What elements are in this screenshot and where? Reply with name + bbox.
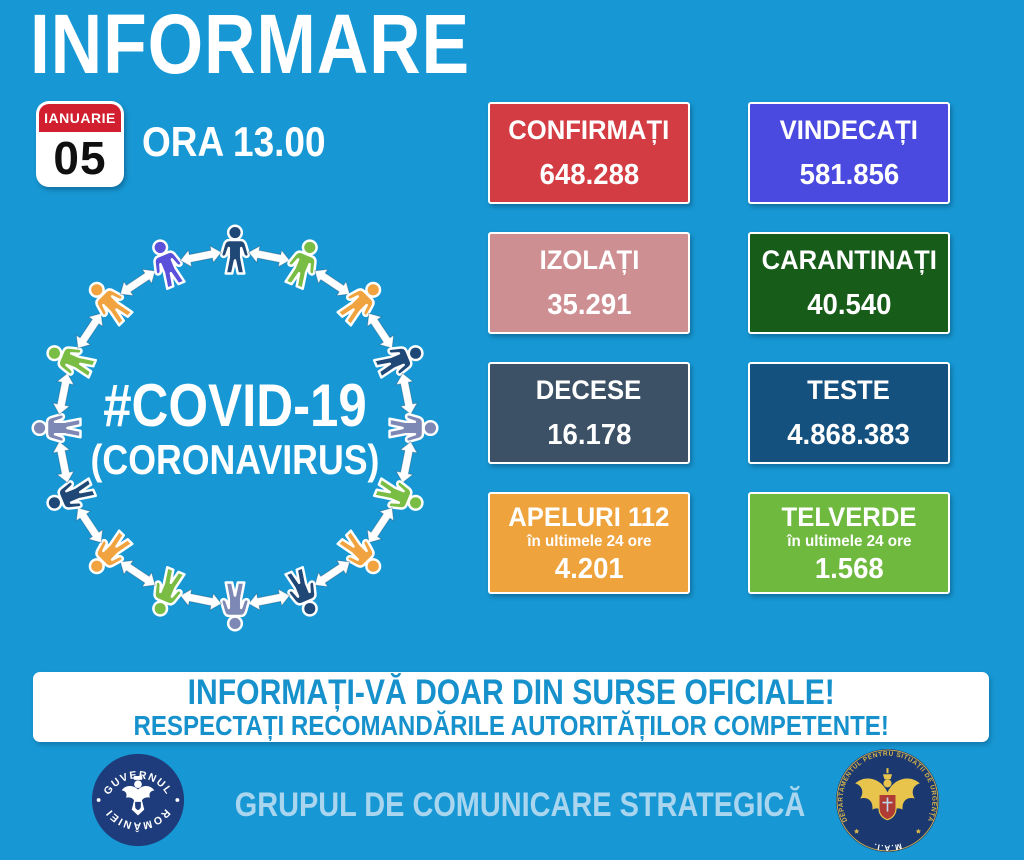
- stat-value: 35.291: [546, 289, 632, 321]
- stat-label: TESTE: [807, 375, 891, 405]
- banner-line2: RESPECTAȚI RECOMANDĂRILE AUTORITĂȚILOR C…: [133, 709, 889, 741]
- stat-value: 581.856: [799, 159, 899, 191]
- stat-value: 16.178: [546, 419, 632, 451]
- stats-grid: CONFIRMAȚI 648.288 VINDECAȚI 581.856 IZO…: [488, 102, 950, 594]
- person-icon: [31, 413, 82, 443]
- person-icon: [88, 529, 134, 575]
- stat-sublabel: în ultimele 24 ore: [526, 532, 652, 550]
- stat-value: 4.201: [554, 552, 624, 585]
- banner-line1: INFORMAȚI-VĂ DOAR DIN SURSE OFICIALE!: [187, 672, 835, 712]
- time-label: ORA 13.00: [142, 118, 326, 165]
- stat-label: CONFIRMAȚI: [508, 115, 670, 145]
- double-arrow-icon: [247, 244, 291, 268]
- person-icon: [372, 345, 424, 379]
- calendar-month: IANUARIE: [39, 104, 121, 132]
- romania-coat-of-arms-icon: [121, 776, 155, 816]
- stat-card-izolati: IZOLAȚI 35.291: [488, 232, 690, 334]
- stat-label: CARANTINAȚI: [761, 245, 937, 275]
- calendar-badge: IANUARIE 05: [36, 101, 124, 187]
- person-icon: [46, 345, 98, 379]
- official-sources-banner: INFORMAȚI-VĂ DOAR DIN SURSE OFICIALE! RE…: [33, 672, 989, 742]
- stat-label: APELURI 112: [508, 501, 670, 532]
- dsu-eagle-icon: [853, 768, 922, 834]
- person-icon: [284, 239, 318, 291]
- stat-label: TELVERDE: [781, 501, 917, 532]
- person-icon: [388, 413, 439, 443]
- stat-value: 1.568: [814, 552, 884, 585]
- page-title: INFORMARE: [30, 0, 470, 91]
- dsu-mai-logo: DEPARTAMENTUL PENTRU SITUAȚII DE URGENȚĂ…: [836, 749, 939, 852]
- footer-strategic-communication-label: GRUPUL DE COMUNICARE STRATEGICĂ: [234, 786, 806, 824]
- person-icon: [46, 477, 98, 511]
- person-icon: [88, 281, 134, 327]
- covid-circle-diagram: [31, 224, 439, 632]
- stat-label: VINDECAȚI: [779, 115, 919, 145]
- stat-value: 648.288: [539, 159, 639, 191]
- svg-text:M.A.I.: M.A.I.: [872, 841, 903, 852]
- double-arrow-icon: [179, 588, 223, 612]
- stat-card-carantinati: CARANTINAȚI 40.540: [748, 232, 950, 334]
- diagram-subtitle: (CORONAVIRUS): [90, 436, 380, 483]
- stat-label: DECESE: [536, 375, 642, 405]
- guvernul-romaniei-logo: GUVERNUL ROMÂNIEI: [91, 753, 185, 847]
- person-icon: [372, 477, 424, 511]
- stat-value: 40.540: [806, 289, 892, 321]
- person-icon: [152, 239, 186, 291]
- stat-sublabel: în ultimele 24 ore: [786, 532, 912, 550]
- stat-label: IZOLAȚI: [539, 245, 639, 275]
- double-arrow-icon: [179, 244, 223, 268]
- stat-card-vindecati: VINDECAȚI 581.856: [748, 102, 950, 204]
- stat-card-apeluri-112: APELURI 112 în ultimele 24 ore 4.201: [488, 492, 690, 594]
- person-icon: [220, 581, 250, 632]
- stat-card-telverde: TELVERDE în ultimele 24 ore 1.568: [748, 492, 950, 594]
- person-icon: [336, 529, 382, 575]
- person-icon: [284, 565, 318, 617]
- calendar-day: 05: [53, 132, 107, 184]
- stat-card-confirmati: CONFIRMAȚI 648.288: [488, 102, 690, 204]
- person-icon: [220, 224, 250, 275]
- person-icon: [336, 281, 382, 327]
- diagram-hashtag: #COVID-19: [103, 372, 367, 439]
- double-arrow-icon: [247, 588, 291, 612]
- stat-card-teste: TESTE 4.868.383: [748, 362, 950, 464]
- stat-value: 4.868.383: [787, 419, 911, 451]
- logo-text-mai: M.A.I.: [872, 841, 902, 852]
- stat-card-decese: DECESE 16.178: [488, 362, 690, 464]
- person-icon: [152, 565, 186, 617]
